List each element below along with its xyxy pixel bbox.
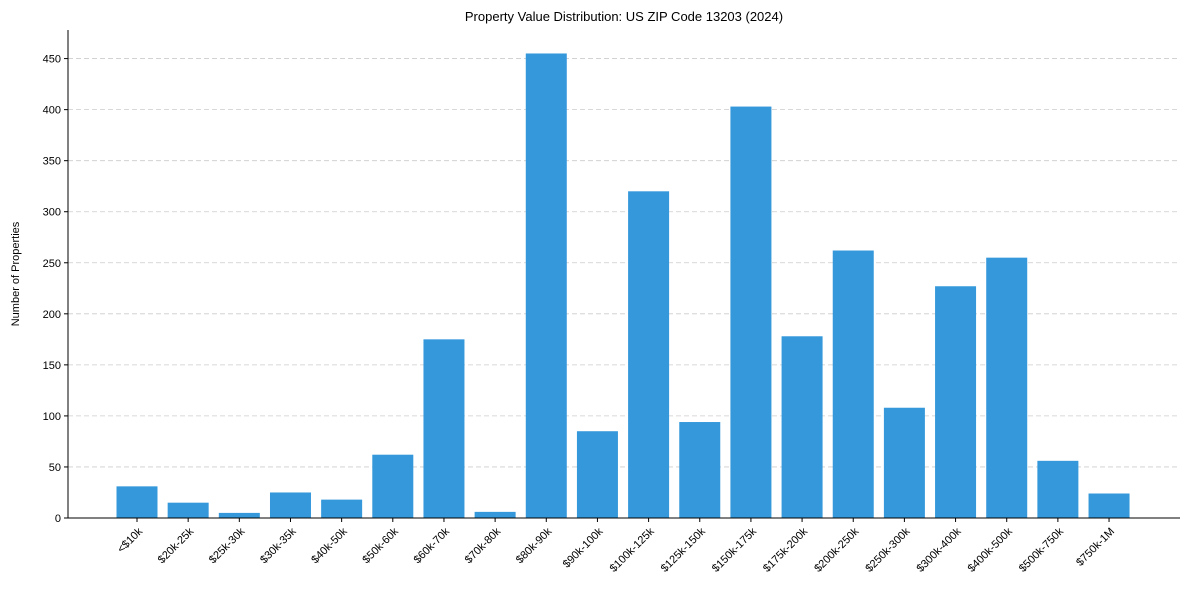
x-tick-label: $125k-150k [659, 525, 708, 574]
y-tick-label: 250 [43, 258, 61, 270]
x-tick-label: $30k-35k [258, 525, 299, 566]
bar-$60k-70k [423, 339, 465, 518]
y-tick-label: 300 [43, 207, 61, 219]
bar-$50k-60k [372, 454, 414, 518]
bar-$20k-25k [167, 502, 209, 518]
bar-$30k-35k [269, 492, 311, 518]
y-tick-label: 200 [43, 309, 61, 321]
x-tick-label: $40k-50k [309, 525, 350, 566]
bar-$70k-80k [474, 511, 516, 518]
x-tick-label: $25k-30k [207, 525, 248, 566]
x-tick-label: $400k-500k [966, 525, 1015, 574]
bar-$125k-150k [679, 422, 721, 518]
x-tick-label: $90k-100k [561, 525, 606, 570]
bar-$400k-500k [986, 257, 1028, 518]
bar-$750k-1M [1088, 493, 1130, 518]
chart-title: Property Value Distribution: US ZIP Code… [465, 9, 783, 24]
bar-$200k-250k [832, 250, 874, 518]
x-tick-label: $500k-750k [1017, 525, 1066, 574]
bar-$40k-50k [321, 499, 363, 518]
bar-$500k-750k [1037, 460, 1079, 518]
y-tick-label: 0 [55, 513, 61, 525]
bar-$300k-400k [935, 286, 977, 518]
x-tick-label: $80k-90k [514, 525, 555, 566]
bar-<$10k [116, 486, 158, 518]
bar-$150k-175k [730, 106, 772, 519]
y-tick-label: 100 [43, 411, 61, 423]
x-tick-label: $200k-250k [812, 525, 861, 574]
y-tick-label: 50 [49, 462, 61, 474]
x-tick-label: $750k-1M [1074, 526, 1117, 569]
x-tick-label: $300k-400k [915, 525, 964, 574]
y-tick-label: 400 [43, 105, 61, 117]
bar-$175k-200k [781, 336, 823, 518]
y-axis-label: Number of Properties [10, 221, 22, 326]
x-tick-label: $60k-70k [412, 525, 453, 566]
x-tick-label: $100k-125k [608, 525, 657, 574]
bar-$250k-300k [883, 407, 925, 518]
bar-$90k-100k [576, 431, 618, 518]
bar-$25k-30k [218, 512, 260, 518]
bar-$80k-90k [525, 53, 567, 518]
x-tick-label: $70k-80k [463, 525, 504, 566]
x-tick-label: $20k-25k [156, 525, 197, 566]
x-tick-label: <$10k [115, 525, 145, 555]
x-tick-label: $250k-300k [863, 525, 912, 574]
y-tick-label: 150 [43, 360, 61, 372]
bar-$100k-125k [628, 191, 670, 519]
x-tick-label: $175k-200k [761, 525, 810, 574]
y-tick-label: 450 [43, 54, 61, 66]
x-tick-label: $150k-175k [710, 525, 759, 574]
x-tick-label: $50k-60k [360, 525, 401, 566]
y-tick-label: 350 [43, 156, 61, 168]
